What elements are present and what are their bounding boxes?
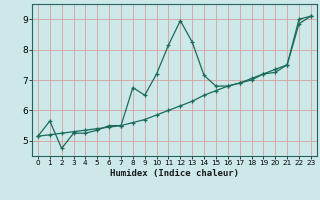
X-axis label: Humidex (Indice chaleur): Humidex (Indice chaleur) [110, 169, 239, 178]
